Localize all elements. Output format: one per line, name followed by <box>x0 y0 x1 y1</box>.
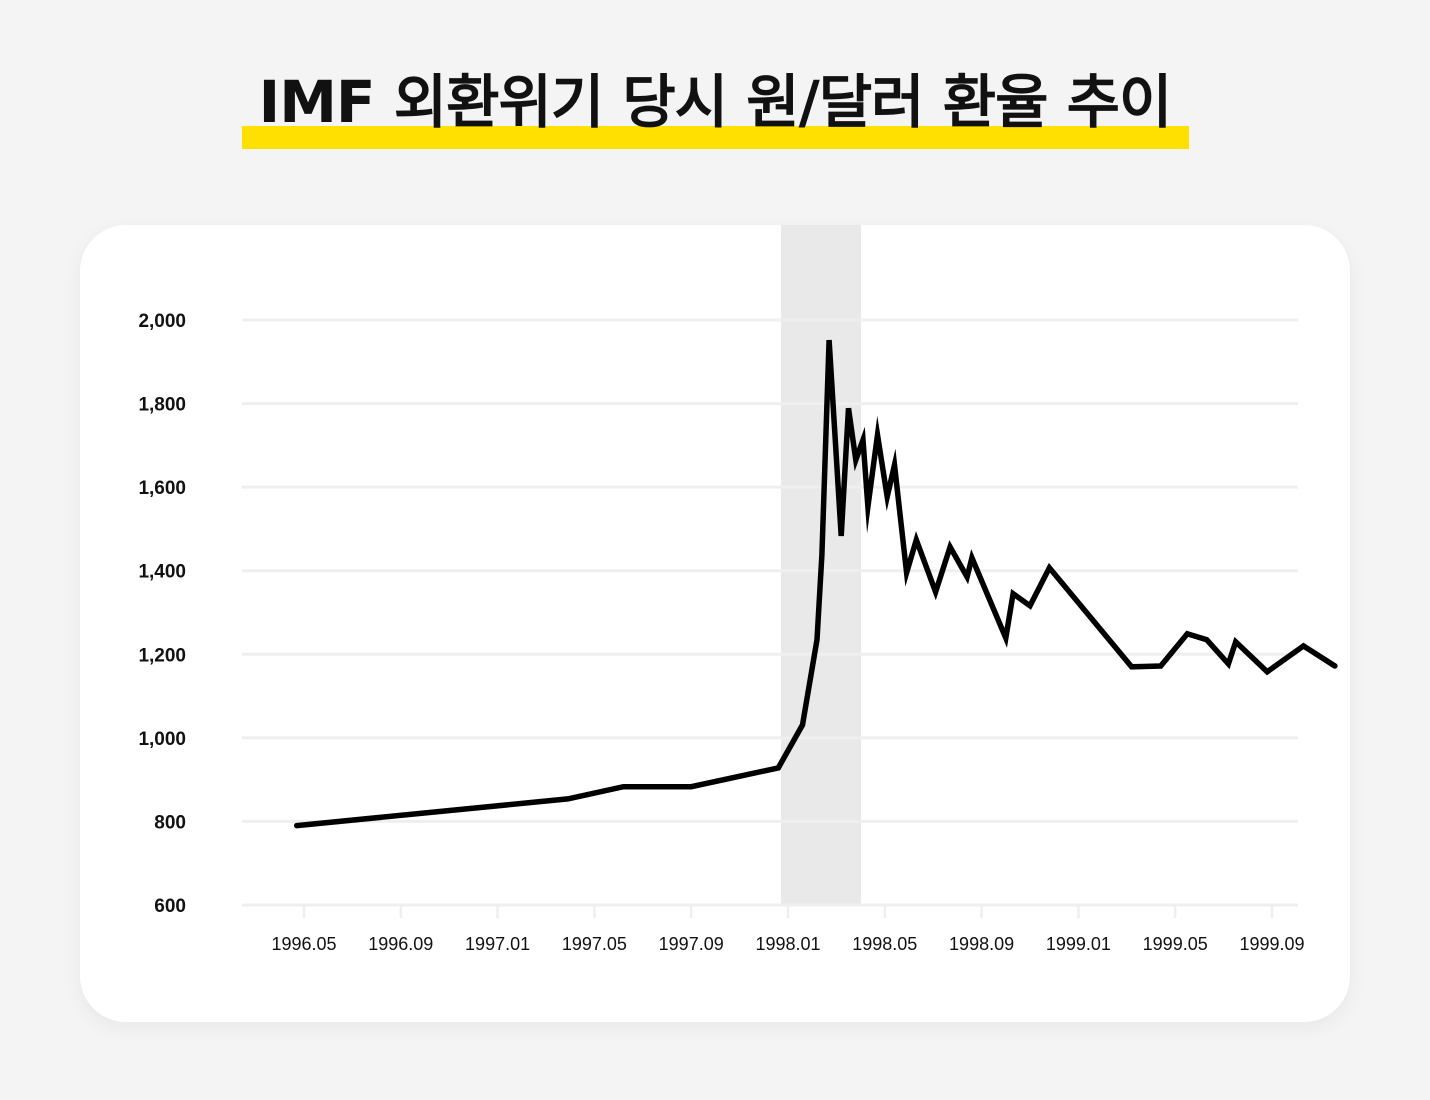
x-tick-label: 1997.05 <box>562 934 627 954</box>
y-tick-label: 600 <box>154 896 186 917</box>
y-tick-label: 1,200 <box>138 645 186 666</box>
y-tick-label: 1,000 <box>138 729 186 750</box>
x-tick-label: 1999.01 <box>1046 934 1111 954</box>
exchange-rate-line <box>293 339 1338 829</box>
x-tick-label: 1998.05 <box>852 934 917 954</box>
y-tick-label: 1,800 <box>138 395 186 416</box>
x-tick-label: 1996.05 <box>271 934 336 954</box>
chart-card: 2,000 1,800 1,600 1,400 1,200 1,000 800 600 1996… <box>80 225 1350 1022</box>
title-highlight-bar <box>242 126 1189 149</box>
line-chart: 2,000 1,800 1,600 1,400 1,200 1,000 800 600 1996… <box>138 225 1338 954</box>
page-title: IMF 외환위기 당시 원/달러 환율 추이 <box>258 68 1173 136</box>
x-tick-label: 1997.09 <box>659 934 724 954</box>
x-tick-label: 1998.09 <box>949 934 1014 954</box>
x-tick-label: 1996.09 <box>368 934 433 954</box>
y-tick-label: 1,400 <box>138 562 186 583</box>
title-wrap: IMF 외환위기 당시 원/달러 환율 추이 <box>0 62 1430 142</box>
x-tick-label: 1999.05 <box>1143 934 1208 954</box>
x-tick-label: 1997.01 <box>465 934 530 954</box>
x-tick-label: 1999.09 <box>1239 934 1304 954</box>
x-tick-label: 1998.01 <box>755 934 820 954</box>
y-tick-label: 800 <box>154 812 186 833</box>
y-tick-label: 1,600 <box>138 478 186 499</box>
y-tick-label: 2,000 <box>138 311 186 332</box>
